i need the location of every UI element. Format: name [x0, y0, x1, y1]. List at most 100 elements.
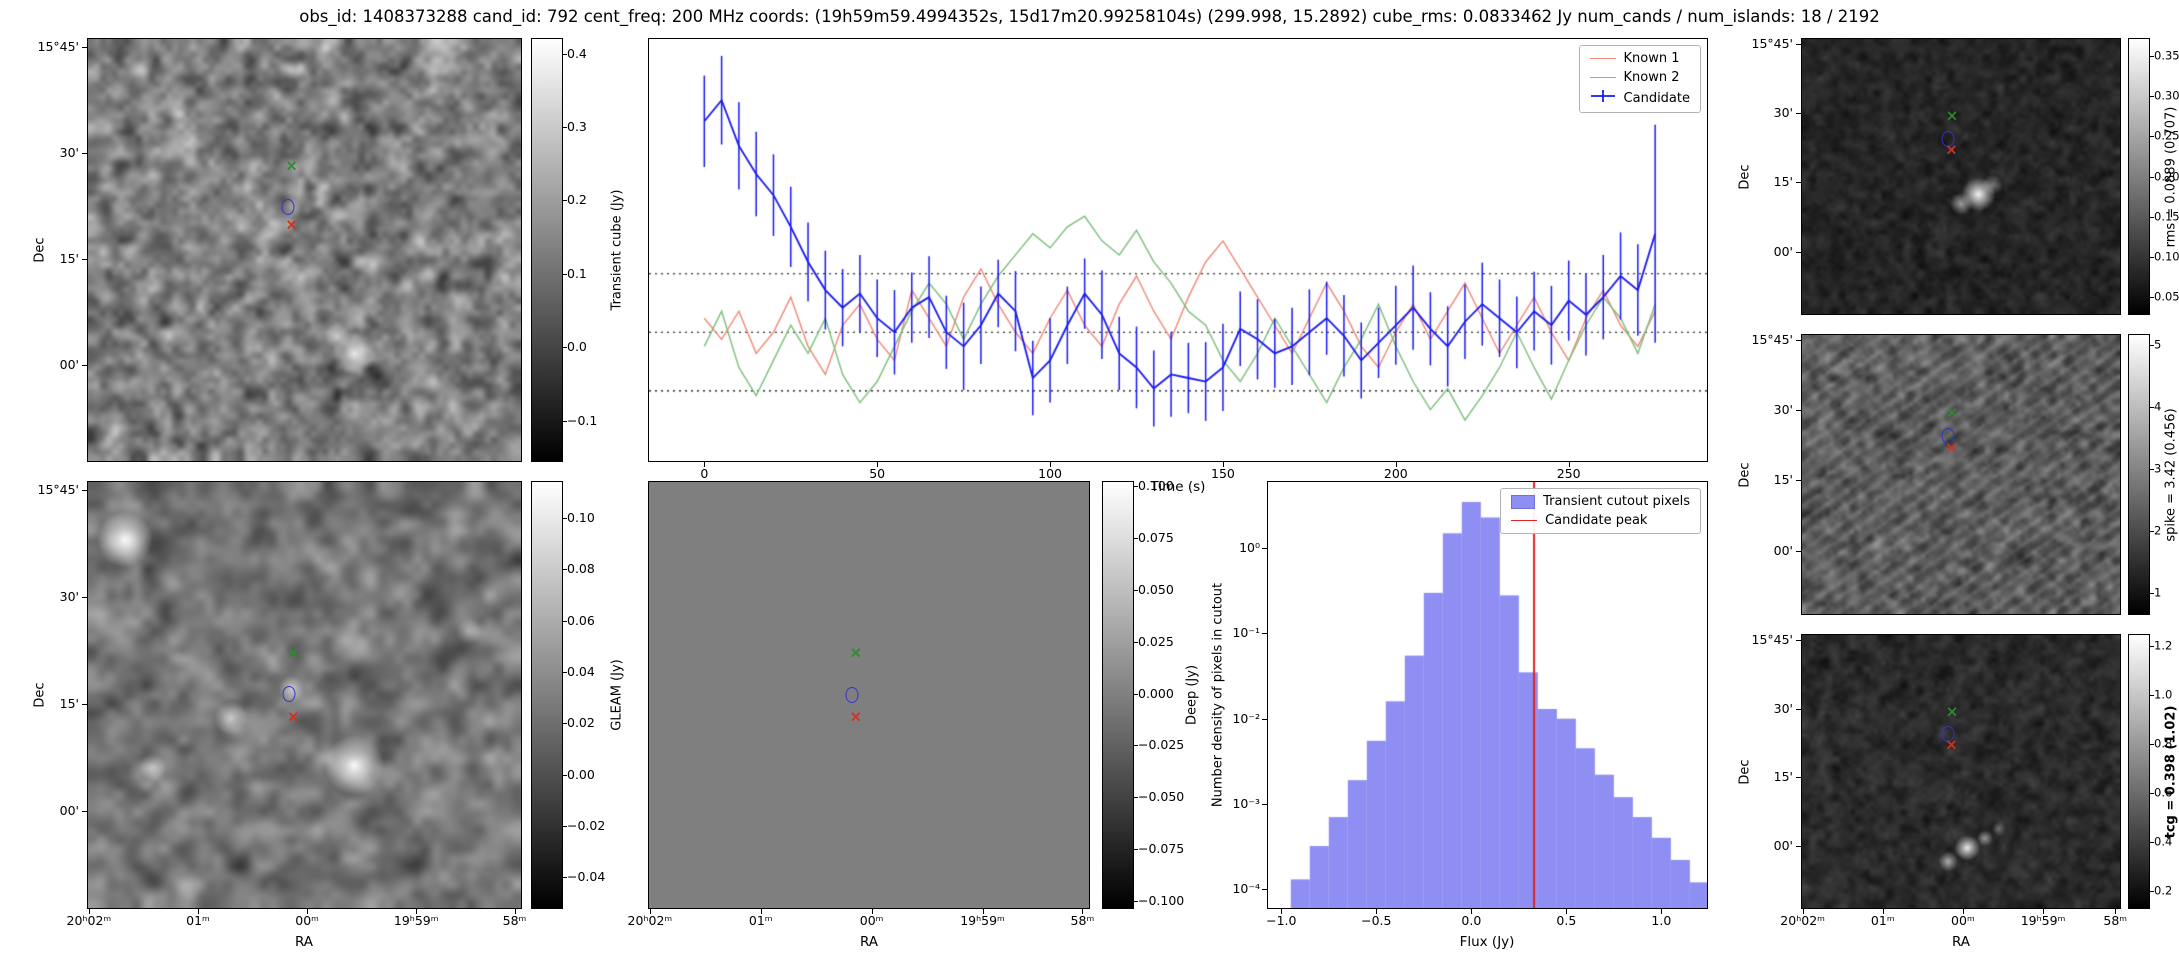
ra-tick: 58ᵐ [1070, 913, 1095, 928]
colorbar-tick: 0.2 [2154, 883, 2173, 898]
red-cross-marker: × [285, 215, 298, 234]
ra-tickmark [2043, 909, 2045, 914]
time-axis-label: Time (s) [1150, 479, 1206, 495]
ra-tick: 58ᵐ [502, 913, 527, 928]
deep-colorbar-label: Deep (Jy) [1184, 664, 1200, 726]
histogram-xtick: 1.0 [1651, 913, 1672, 928]
colorbar-tickmark [2150, 297, 2154, 299]
colorbar-tick: 0.25 [2154, 128, 2179, 143]
tcg-colorbar [2128, 634, 2150, 909]
lightcurve-xtickmark [1050, 462, 1052, 467]
colorbar-tick: −0.1 [567, 412, 598, 428]
dec-axis-label: Dec [1737, 462, 1753, 488]
lightcurve-xtickmark [1568, 462, 1570, 467]
dec-tickmark [82, 365, 87, 367]
ra-tick: 01ᵐ [1870, 913, 1895, 928]
red-cross-marker: × [849, 707, 863, 726]
candidate-contour-circle [282, 686, 296, 703]
colorbar-tickmark [2150, 891, 2154, 893]
green-cross-marker: × [1945, 702, 1959, 721]
green-cross-marker: × [849, 643, 863, 662]
lightcurve-xtickmark [1222, 462, 1224, 467]
lightcurve-xtick: 200 [1383, 466, 1408, 481]
histogram-ytick: 10⁻¹ [1232, 625, 1260, 641]
ra-tick: 19ʰ59ᵐ [2020, 913, 2066, 928]
histogram-ytick: 10⁰ [1239, 540, 1260, 556]
colorbar-tickmark [563, 347, 567, 349]
flux-histogram-plot [1268, 482, 1707, 908]
colorbar-tickmark [563, 273, 567, 275]
dec-tick: 30' [59, 145, 79, 161]
ra-axis-label: RA [294, 934, 314, 950]
colorbar-tick: 0.6 [2154, 785, 2173, 800]
ra-tickmark [416, 909, 418, 914]
ra-tickmark [649, 909, 651, 914]
ra-axis-label: RA [1951, 934, 1971, 950]
legend-label: Known 2 [1623, 70, 1680, 85]
colorbar-tickmark [2150, 256, 2154, 258]
colorbar-tickmark [2150, 55, 2154, 57]
colorbar-tick: 0.3 [567, 119, 587, 135]
histogram-ytickmark [1262, 633, 1267, 635]
candidate-contour-circle [845, 686, 859, 703]
ra-tick: 19ʰ59ᵐ [393, 913, 439, 928]
legend-item-known-2: Known 2 [1589, 70, 1690, 85]
dec-tick: 15°45' [1751, 332, 1794, 348]
colorbar-tick: 0.4 [2154, 834, 2173, 849]
legend-label: Candidate peak [1545, 513, 1648, 528]
colorbar-tick: 0.0 [567, 339, 587, 355]
legend-item-transient-cutout-pixels: Transient cutout pixels [1511, 494, 1690, 509]
dec-tickmark [82, 152, 87, 154]
spike-colorbar [2128, 334, 2150, 615]
colorbar-tick: 0.04 [567, 664, 595, 680]
colorbar-tick: 5 [2154, 337, 2162, 352]
deep-cutout-panel [648, 481, 1090, 909]
colorbar-tickmark [1134, 848, 1138, 850]
candidate-contour-circle [1941, 428, 1955, 445]
colorbar-tick: 0.02 [567, 715, 595, 731]
colorbar-tickmark [2150, 842, 2154, 844]
dec-axis-label: Dec [32, 682, 48, 708]
colorbar-tickmark [1134, 900, 1138, 902]
dec-axis-label: Dec [1737, 164, 1753, 190]
colorbar-tick: 0.10 [2154, 249, 2179, 264]
ra-tick: 20ʰ02ᵐ [1780, 913, 1825, 928]
histogram-xtickmark [1471, 909, 1473, 914]
ra-tickmark [197, 909, 199, 914]
line-sample-icon [1511, 520, 1538, 521]
dec-tick: 30' [1773, 402, 1793, 418]
colorbar-tick: 0.8 [2154, 736, 2173, 751]
colorbar-tickmark [2150, 646, 2154, 648]
colorbar-tick: 0.075 [1138, 530, 1174, 546]
rms-map-panel [1801, 38, 2121, 315]
colorbar-tickmark [563, 127, 567, 129]
dec-tickmark [1796, 480, 1801, 482]
colorbar-tickmark [2150, 744, 2154, 746]
colorbar-tickmark [2150, 216, 2154, 218]
dec-tick: 00' [1773, 243, 1793, 259]
flux-axis-label: Flux (Jy) [1459, 934, 1515, 950]
tcg-colorbar-label: tcg = 0.398 (1.02) [2163, 705, 2179, 839]
deep-colorbar [1102, 481, 1134, 909]
dec-tickmark [1796, 251, 1801, 253]
histogram-xtickmark [1281, 909, 1283, 914]
histogram-xtickmark [1376, 909, 1378, 914]
colorbar-tickmark [2150, 406, 2154, 408]
lightcurve-xtickmark [877, 462, 879, 467]
green-cross-marker: × [285, 156, 298, 175]
dec-tick: 30' [1773, 700, 1793, 716]
rms-map-image [1802, 39, 2120, 314]
ra-tickmark [1082, 909, 1084, 914]
legend-item-candidate: Candidate [1590, 89, 1690, 107]
spike-map-image [1802, 335, 2120, 614]
candidate-contour-circle [1941, 130, 1955, 147]
patch-sample-icon [1511, 494, 1536, 509]
colorbar-tick: 0.20 [2154, 169, 2179, 184]
transient-colorbar [531, 38, 563, 462]
ra-tick: 20ʰ02ᵐ [627, 913, 673, 928]
tcg-map-panel [1801, 634, 2121, 909]
dec-tickmark [1796, 846, 1801, 848]
colorbar-tick: 1.2 [2154, 638, 2173, 653]
colorbar-tick: −0.04 [567, 869, 606, 885]
